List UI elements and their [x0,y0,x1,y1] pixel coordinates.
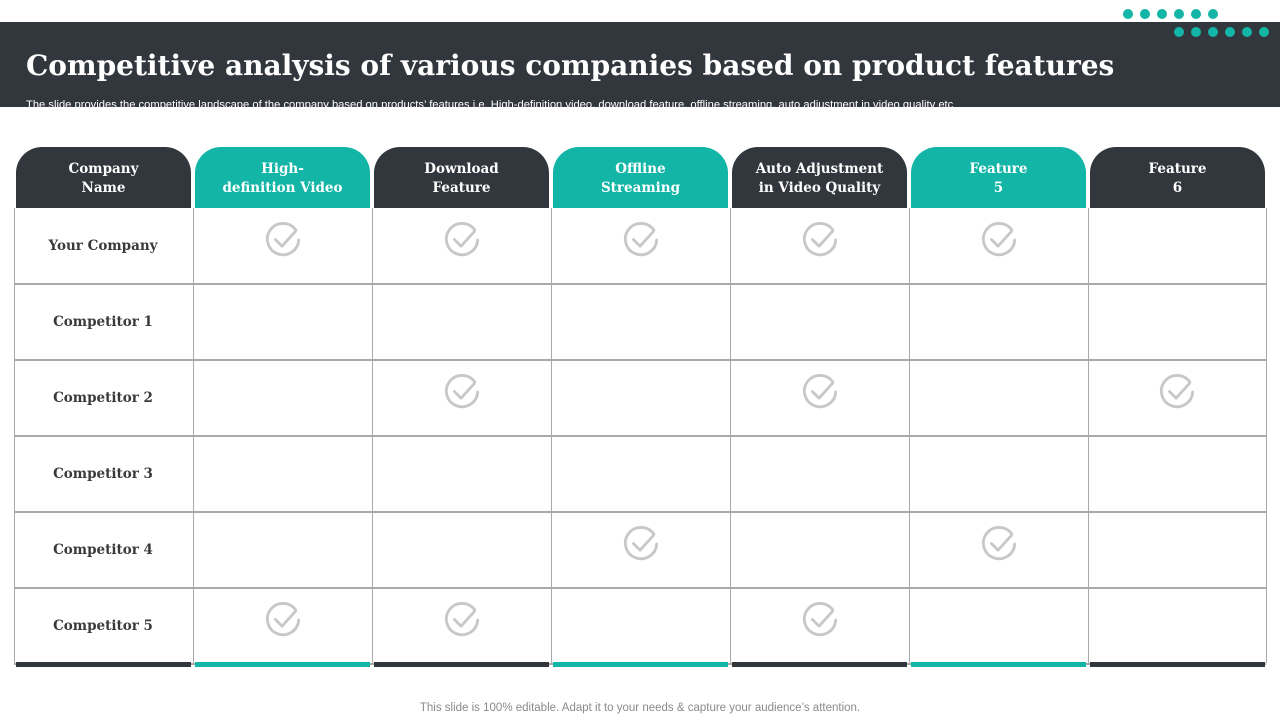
check-circle-icon [443,221,481,259]
row-label: Competitor 4 [53,542,153,558]
column-header-2: High- definition Video [195,147,370,208]
check-circle-icon [264,601,302,639]
row-label: Competitor 5 [53,618,153,634]
column-bottom-accent [374,662,549,667]
column-bottom-accent [195,662,370,667]
column-bottom-accent [1090,662,1265,667]
page-subtitle: The slide provides the competitive lands… [26,99,954,111]
grid-column-divider [192,208,194,663]
check-circle-icon [443,373,481,411]
check-circle-icon [801,373,839,411]
grid-column-divider [729,208,731,663]
grid-row-divider [14,283,1266,285]
check-circle-icon [622,221,660,259]
grid-row-divider [14,435,1266,437]
dot [1140,9,1150,19]
page-title: Competitive analysis of various companie… [26,49,1115,82]
grid-row-divider [14,359,1266,361]
column-header-7: Feature 6 [1090,147,1265,208]
column-header-4: Offline Streaming [553,147,728,208]
dot [1242,27,1252,37]
grid-row-divider [14,511,1266,513]
grid-row-divider [14,587,1266,589]
dot [1191,27,1201,37]
check-circle-icon [1158,373,1196,411]
check-circle-icon [980,525,1018,563]
dot [1174,9,1184,19]
check-circle-icon [801,601,839,639]
grid-column-divider [908,208,910,663]
check-circle-icon [622,525,660,563]
column-header-5: Auto Adjustment in Video Quality [732,147,907,208]
dot [1208,27,1218,37]
column-header-1: Company Name [16,147,191,208]
check-circle-icon [443,601,481,639]
dot [1208,9,1218,19]
column-bottom-accent [732,662,907,667]
grid-column-divider [1087,208,1089,663]
footer-note: This slide is 100% editable. Adapt it to… [419,702,861,714]
check-circle-icon [980,221,1018,259]
dot [1225,27,1235,37]
column-bottom-accent [553,662,728,667]
dot [1191,9,1201,19]
column-header-3: Download Feature [374,147,549,208]
column-bottom-accent [911,662,1086,667]
row-label: Competitor 1 [53,314,153,330]
grid-column-divider [550,208,552,663]
header-bar: Competitive analysis of various companie… [0,22,1280,111]
column-bottom-accent [16,662,191,667]
dot [1259,27,1269,37]
grid-column-divider [1265,208,1267,663]
row-label: Your Company [48,238,158,254]
dot [1157,9,1167,19]
decorative-dots-bottom [1174,27,1269,37]
check-circle-icon [801,221,839,259]
decorative-dots-top [1123,9,1218,19]
column-header-6: Feature 5 [911,147,1086,208]
grid-column-divider [371,208,373,663]
grid-column-divider [13,208,15,663]
dot [1174,27,1184,37]
row-label: Competitor 2 [53,390,153,406]
check-circle-icon [264,221,302,259]
dot [1123,9,1133,19]
row-label: Competitor 3 [53,466,153,482]
